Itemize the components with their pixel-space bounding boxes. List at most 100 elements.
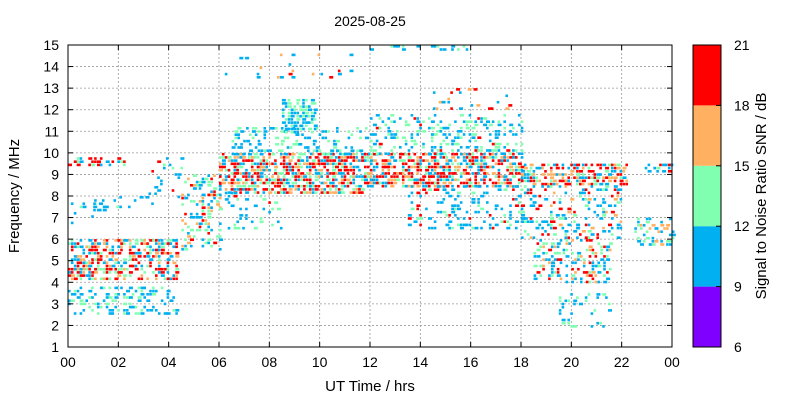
data-point bbox=[285, 168, 289, 172]
data-point bbox=[410, 133, 414, 136]
data-point bbox=[140, 293, 145, 296]
data-point bbox=[430, 133, 435, 136]
data-point bbox=[454, 159, 457, 162]
data-point bbox=[370, 146, 373, 149]
data-point bbox=[541, 182, 544, 186]
data-point bbox=[99, 286, 104, 290]
data-point bbox=[291, 69, 295, 73]
data-point bbox=[181, 203, 184, 206]
data-point bbox=[588, 271, 592, 274]
data-point bbox=[242, 156, 247, 159]
data-point bbox=[605, 166, 610, 170]
data-point bbox=[602, 179, 605, 183]
data-point bbox=[91, 215, 94, 218]
data-point bbox=[523, 191, 528, 195]
data-point bbox=[359, 130, 362, 133]
colorbar-tick-label: 21 bbox=[734, 37, 750, 53]
data-point bbox=[558, 201, 562, 204]
data-point bbox=[108, 286, 112, 290]
data-point bbox=[401, 48, 406, 51]
data-point bbox=[494, 184, 498, 188]
data-point bbox=[567, 207, 572, 211]
data-point bbox=[259, 194, 263, 198]
data-point bbox=[175, 277, 178, 281]
data-point bbox=[321, 130, 325, 133]
data-point bbox=[126, 267, 129, 271]
data-point bbox=[372, 152, 377, 156]
data-point bbox=[480, 152, 483, 156]
data-point bbox=[506, 165, 509, 169]
data-point bbox=[619, 182, 623, 186]
data-point bbox=[236, 188, 241, 191]
data-point bbox=[553, 245, 557, 249]
data-point bbox=[168, 163, 172, 167]
data-point bbox=[251, 136, 255, 140]
y-tick-label: 5 bbox=[51, 253, 59, 269]
data-point bbox=[307, 136, 311, 140]
data-point bbox=[192, 187, 197, 190]
data-point bbox=[88, 251, 91, 255]
data-point bbox=[533, 264, 538, 268]
data-point bbox=[250, 181, 255, 185]
data-point bbox=[556, 274, 561, 277]
data-point bbox=[343, 175, 347, 178]
data-point bbox=[538, 194, 541, 198]
data-point bbox=[419, 223, 422, 227]
data-point bbox=[318, 133, 322, 136]
data-point bbox=[157, 242, 161, 245]
data-point bbox=[146, 299, 151, 302]
data-point bbox=[599, 163, 602, 167]
data-point bbox=[192, 174, 197, 177]
data-point bbox=[509, 162, 514, 166]
data-point bbox=[529, 236, 533, 239]
data-point bbox=[166, 242, 171, 245]
data-point bbox=[587, 166, 591, 170]
data-point bbox=[114, 305, 117, 309]
data-point bbox=[419, 217, 424, 220]
data-point bbox=[439, 130, 443, 133]
data-point bbox=[567, 236, 570, 239]
data-point bbox=[419, 165, 422, 169]
data-point bbox=[253, 191, 257, 194]
data-point bbox=[647, 170, 652, 173]
data-point bbox=[439, 48, 443, 51]
data-point bbox=[503, 159, 506, 162]
data-point bbox=[588, 261, 592, 265]
data-point bbox=[561, 226, 565, 230]
data-point bbox=[480, 165, 483, 169]
data-point bbox=[593, 176, 597, 179]
data-point bbox=[108, 296, 113, 299]
data-point bbox=[123, 302, 128, 306]
data-point bbox=[488, 149, 492, 152]
data-point bbox=[550, 182, 553, 186]
data-point bbox=[253, 156, 257, 159]
data-point bbox=[451, 45, 456, 48]
data-point bbox=[410, 185, 414, 188]
data-point bbox=[201, 193, 206, 197]
data-point bbox=[314, 172, 319, 175]
data-point bbox=[184, 238, 187, 241]
data-point bbox=[552, 163, 557, 167]
data-point bbox=[160, 242, 165, 245]
data-point bbox=[93, 205, 98, 209]
data-point bbox=[660, 240, 663, 243]
data-point bbox=[506, 168, 509, 172]
data-point bbox=[190, 184, 194, 187]
data-point bbox=[311, 184, 316, 188]
data-point bbox=[329, 162, 334, 166]
data-point bbox=[166, 277, 171, 281]
data-point bbox=[616, 163, 621, 167]
colorbar-tick-label: 18 bbox=[734, 97, 750, 113]
data-point bbox=[329, 172, 332, 175]
data-point bbox=[306, 159, 309, 162]
data-point bbox=[465, 156, 469, 159]
data-point bbox=[195, 184, 200, 187]
data-point bbox=[503, 188, 508, 191]
data-point bbox=[564, 185, 568, 188]
data-point bbox=[465, 162, 469, 166]
data-point bbox=[346, 156, 350, 159]
data-point bbox=[355, 188, 360, 191]
data-point bbox=[538, 204, 543, 207]
data-point bbox=[468, 139, 472, 143]
data-point bbox=[451, 162, 454, 166]
